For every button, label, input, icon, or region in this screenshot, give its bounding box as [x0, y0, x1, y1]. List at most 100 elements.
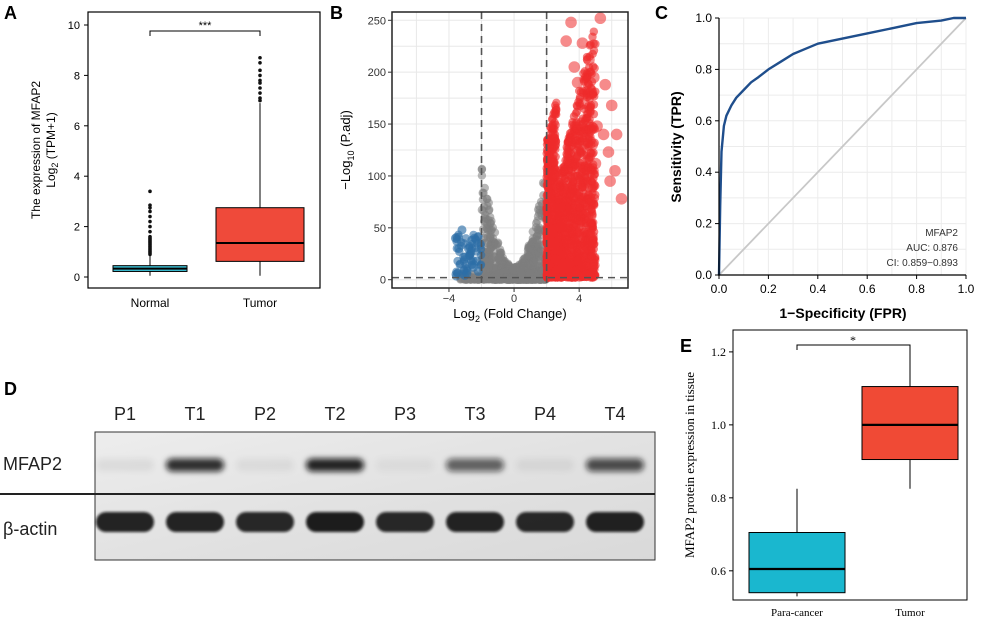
panel-a-outlier — [148, 229, 152, 234]
panel-b-point-ns — [528, 275, 537, 284]
panel-c-legend-name: MFAP2 — [925, 228, 958, 239]
panel-b-point-up — [570, 233, 580, 242]
blot-lane-label-t1: T1 — [184, 404, 205, 424]
panel-label-c: C — [655, 3, 668, 23]
panel-c-xtick-label: 0.6 — [859, 282, 876, 296]
panel-b-point-ns — [483, 201, 492, 211]
panel-b-point-up — [583, 53, 595, 66]
panel-b-xtick-label: −4 — [443, 293, 456, 305]
panel-c-ytick-label: 0.2 — [695, 217, 712, 231]
panel-b-point-ns — [525, 242, 534, 252]
panel-a-outlier — [258, 91, 262, 95]
panel-b-point-up — [554, 195, 563, 204]
panel-b-point-up — [555, 207, 564, 217]
panel-b-point-down — [457, 225, 467, 235]
blot-band-mfap2 — [516, 458, 574, 472]
panel-b-point-up — [551, 242, 560, 252]
panel-a-outlier — [148, 203, 152, 207]
panel-b-point-up — [589, 157, 602, 170]
panel-a-outlier — [258, 81, 262, 85]
panel-b-xtick-label: 0 — [511, 293, 517, 305]
panel-b-point-up — [560, 35, 572, 47]
panel-label-d: D — [4, 379, 17, 399]
panel-e-boxplot: 0.6 0.8 1.0 1.2 * Para-cancer Tumor MFAP2 p… — [682, 329, 968, 619]
panel-b-xlabel-sub: 2 — [475, 314, 480, 324]
panel-b-point-up — [574, 248, 584, 257]
panel-c-xtick-label: 0.8 — [908, 282, 925, 296]
panel-b-ytick-label: 0 — [380, 275, 386, 287]
panel-b-point-up — [568, 61, 581, 73]
blot-band-mfap2 — [166, 458, 224, 472]
blot-band-bactin — [306, 512, 364, 532]
panel-a-outlier — [258, 55, 262, 60]
panel-b-point-up — [589, 88, 598, 97]
blot-band-bactin — [96, 512, 154, 532]
panel-b-point-up — [565, 16, 577, 29]
blot-band-mfap2 — [306, 458, 364, 472]
panel-b-volcano: 0 50 100 150 200 250 −4 0 4 Log2 (Fold Change) −… — [338, 11, 629, 324]
panel-b-point-up — [544, 261, 553, 270]
panel-b-point-up — [588, 71, 600, 84]
panel-b-point-down — [452, 272, 461, 281]
blot-lane-label-t2: T2 — [324, 404, 345, 424]
panel-b-point-up — [586, 218, 595, 228]
panel-b-point-ns — [483, 194, 492, 204]
panel-b-point-up — [572, 154, 581, 163]
panel-b-point-up — [550, 133, 560, 143]
panel-c-ytick-label: 0.4 — [695, 165, 712, 179]
panel-a-outlier — [148, 209, 152, 214]
panel-a-sig-bracket — [149, 30, 261, 36]
panel-e-y-axis: 0.6 0.8 1.0 1.2 — [711, 345, 733, 578]
panel-a-outlier — [258, 68, 262, 73]
panel-a-outlier — [148, 214, 152, 219]
panel-b-point-up — [572, 189, 582, 198]
panel-b-point-up — [615, 192, 628, 205]
blot-lane-label-p4: P4 — [534, 404, 556, 424]
panel-a-ytick-label: 10 — [68, 20, 80, 32]
panel-b-ytick-label: 150 — [368, 119, 386, 131]
panel-b-point-ns — [469, 274, 478, 284]
panel-a-ylabel-base: Log — [44, 168, 58, 188]
panel-label-a: A — [4, 3, 17, 23]
panel-b-point-down — [463, 244, 473, 254]
blot-lane-label-p1: P1 — [114, 404, 136, 424]
panel-b-point-down — [450, 233, 460, 243]
panel-b-point-up — [591, 120, 603, 132]
blot-band-bactin — [516, 512, 574, 532]
panel-b-point-ns — [480, 183, 489, 193]
panel-b-point-up — [546, 189, 555, 198]
panel-b-point-up — [562, 264, 571, 274]
panel-b-xlabel: Log2 (Fold Change) — [453, 306, 566, 324]
panel-e-box-tumor — [861, 386, 959, 461]
panel-b-point-down — [454, 244, 464, 254]
panel-b-point-up — [604, 175, 616, 187]
blot-row-label-mfap2: MFAP2 — [3, 454, 62, 474]
blot-bands — [96, 458, 644, 532]
panel-c-xtick-label: 0.2 — [760, 282, 777, 296]
panel-a-frame — [87, 11, 321, 289]
panel-b-point-ns — [532, 236, 542, 245]
panel-c-ytick-label: 0.8 — [695, 62, 712, 76]
panel-a-outlier — [148, 189, 152, 194]
panel-b-point-ns — [516, 266, 525, 275]
panel-b-point-up — [586, 205, 596, 215]
panel-c-lines — [717, 16, 967, 276]
blot-band-mfap2 — [96, 458, 154, 472]
panel-b-point-up — [563, 249, 573, 258]
panel-b-frame — [391, 11, 629, 289]
panel-b-point-ns — [480, 217, 489, 227]
panel-b-ylabel-base: −Log — [338, 160, 353, 189]
panel-a-outlier — [148, 219, 152, 224]
panel-b-point-up — [590, 63, 599, 73]
blot-lane-label-p3: P3 — [394, 404, 416, 424]
panel-c-roc: 0.0 0.2 0.4 0.6 0.8 1.0 0.0 0.2 0.4 0.6 0.8 1.0 MFA… — [668, 11, 975, 321]
panel-c-ytick-label: 1.0 — [695, 11, 712, 25]
panel-b-point-up — [597, 128, 610, 141]
panel-a-ylabel-line2: Log2 (TPM+1) — [44, 112, 60, 187]
panel-a-outlier — [258, 61, 262, 65]
panel-b-point-ns — [497, 248, 506, 258]
panel-b-point-up — [566, 189, 575, 198]
blot-lane-label-p2: P2 — [254, 404, 276, 424]
panel-b-point-up — [605, 99, 618, 112]
panel-b-point-up — [543, 178, 552, 187]
